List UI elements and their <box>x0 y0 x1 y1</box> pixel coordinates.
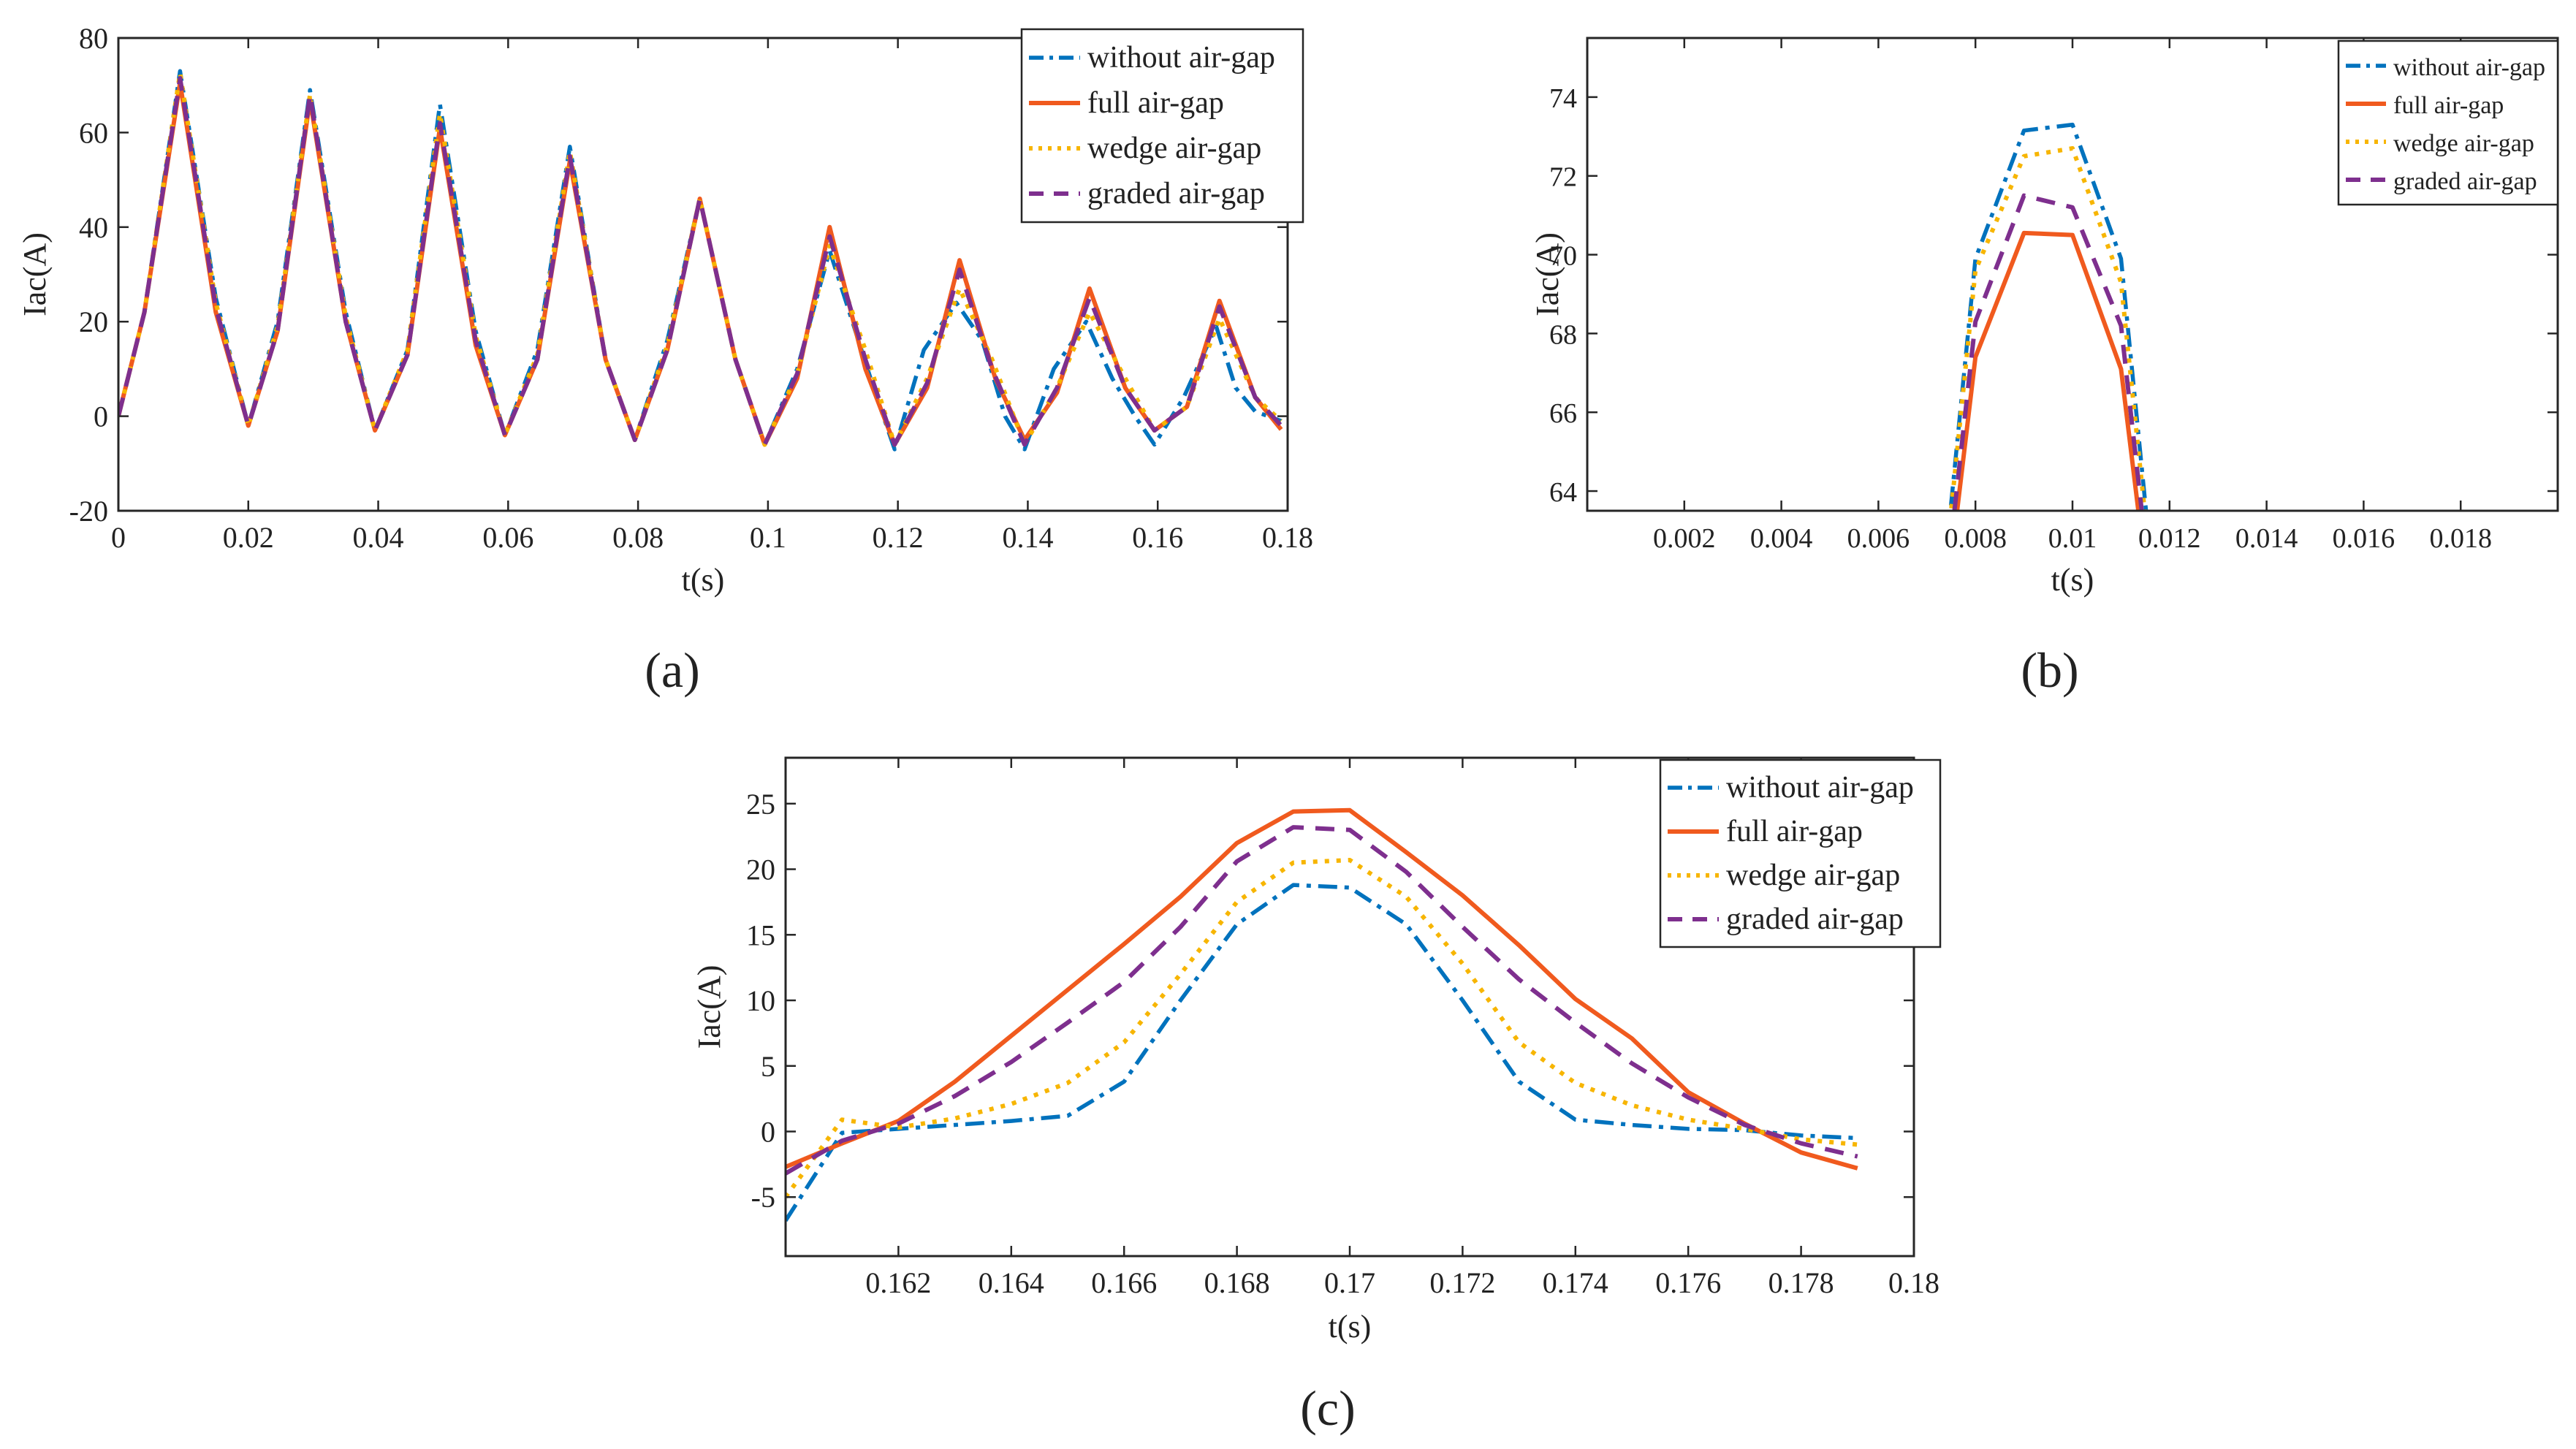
x-tick-label: 0.02 <box>223 521 274 554</box>
y-tick-label: -20 <box>69 495 108 528</box>
x-axis-label: t(s) <box>1329 1309 1372 1345</box>
x-axis-label: t(s) <box>2051 562 2094 598</box>
x-tick-label: 0.172 <box>1429 1266 1495 1299</box>
x-tick-label: 0.18 <box>1888 1266 1939 1299</box>
legend-entry-label: wedge air-gap <box>1726 859 1900 892</box>
y-tick-label: 20 <box>79 305 108 338</box>
x-tick-label: 0.002 <box>1653 523 1716 554</box>
series-line-without-air-gap <box>1948 122 2148 511</box>
legend-box <box>1020 28 1304 224</box>
legend-entry-label: without air-gap <box>1726 771 1914 805</box>
series-line-full-air-gap <box>786 807 1858 1171</box>
legend-entry-label: full air-gap <box>1087 86 1224 120</box>
y-tick-label: 60 <box>79 116 108 149</box>
x-tick-label: 0.04 <box>353 521 404 554</box>
plot-area <box>118 69 1283 452</box>
x-tick-label: 0.08 <box>612 521 664 554</box>
y-tick-label: 0 <box>761 1116 775 1149</box>
y-tick-label: 5 <box>761 1050 775 1083</box>
panel-label-b: (b) <box>2021 642 2078 698</box>
chart-panel-b: 0.002 0.004 0.006 0.008 0.01 0.012 0.014 0.016 0… <box>1530 37 2559 598</box>
legend-entry-label: without air-gap <box>1087 41 1275 75</box>
y-axis-label: Iac(A) <box>691 965 727 1049</box>
y-tick-label: 25 <box>746 788 775 821</box>
legend-box <box>1659 758 1942 948</box>
x-tick-label: 0.018 <box>2429 523 2492 554</box>
axes-frame <box>117 37 1289 512</box>
legend: without air-gap full air-gap wedge air-gap… <box>1020 28 1304 224</box>
y-tick-label: 72 <box>1549 162 1577 193</box>
legend-entry-label: full air-gap <box>1726 815 1863 848</box>
x-tick-label: 0.168 <box>1204 1266 1270 1299</box>
x-tick-label: 0.18 <box>1262 521 1313 554</box>
panel-label-c: (c) <box>1300 1380 1355 1436</box>
y-tick-label: -5 <box>751 1181 775 1214</box>
x-tick-label: 0.004 <box>1750 523 1813 554</box>
x-tick-label: 0.176 <box>1655 1266 1721 1299</box>
x-tick-label: 0.164 <box>979 1266 1044 1299</box>
y-tick-label: 70 <box>1549 241 1577 272</box>
x-tick-label: 0.174 <box>1543 1266 1608 1299</box>
legend-entry-label: graded air-gap <box>1726 902 1904 936</box>
legend-entry-label: graded air-gap <box>1087 177 1265 210</box>
series-line-without-air-gap <box>786 883 1858 1222</box>
x-tick-label: 0.01 <box>2048 523 2097 554</box>
legend-entry-label: wedge air-gap <box>1087 132 1261 165</box>
legend-entry-label: without air-gap <box>2393 54 2545 81</box>
legend: without air-gap full air-gap wedge air-gap… <box>1659 758 1942 948</box>
legend-entry-label: full air-gap <box>2393 92 2504 119</box>
series-line-graded-air-gap <box>786 825 1858 1176</box>
chart-panel-a: 0 0.02 0.04 0.06 0.08 0.1 0.12 0.14 0.16 0.18-200… <box>17 22 1313 598</box>
x-tick-label: 0.166 <box>1091 1266 1157 1299</box>
y-tick-label: 64 <box>1549 477 1577 508</box>
x-tick-label: 0.014 <box>2235 523 2298 554</box>
y-tick-label: 40 <box>79 211 108 244</box>
series-line-wedge-air-gap <box>1948 146 2147 511</box>
x-tick-label: 0.008 <box>1944 523 2007 554</box>
series-line-graded-air-gap <box>1952 193 2144 511</box>
x-tick-label: 0.012 <box>2138 523 2201 554</box>
y-axis-label: Iac(A) <box>17 232 53 316</box>
x-tick-label: 0.162 <box>865 1266 931 1299</box>
y-tick-label: 0 <box>94 400 108 433</box>
x-tick-label: 0.06 <box>482 521 533 554</box>
y-tick-label: 10 <box>746 984 775 1017</box>
x-tick-label: 0.178 <box>1768 1266 1834 1299</box>
x-tick-label: 0.016 <box>2333 523 2395 554</box>
y-tick-label: 20 <box>746 853 775 886</box>
y-tick-label: 74 <box>1549 83 1577 114</box>
legend-box <box>2337 39 2559 206</box>
y-tick-label: 68 <box>1549 319 1577 350</box>
legend-entry-label: wedge air-gap <box>2393 130 2534 157</box>
x-tick-label: 0.12 <box>873 521 924 554</box>
x-tick-label: 0 <box>111 521 126 554</box>
series-line-full-air-gap <box>1955 230 2141 511</box>
legend: without air-gap full air-gap wedge air-gap… <box>2337 39 2559 206</box>
y-tick-label: 80 <box>79 22 108 55</box>
y-tick-label: 15 <box>746 919 775 951</box>
x-tick-label: 0.14 <box>1002 521 1053 554</box>
x-tick-label: 0.1 <box>750 521 786 554</box>
panel-label-a: (a) <box>645 642 699 698</box>
x-tick-label: 0.16 <box>1132 521 1183 554</box>
legend-entry-label: graded air-gap <box>2393 168 2537 195</box>
x-tick-label: 0.006 <box>1847 523 1910 554</box>
chart-panel-c: 0.162 0.164 0.166 0.168 0.17 0.172 0.174 0.176 0… <box>691 756 1942 1345</box>
plot-area <box>786 807 1858 1222</box>
x-tick-label: 0.17 <box>1324 1266 1375 1299</box>
y-tick-label: 66 <box>1549 398 1577 429</box>
x-axis-label: t(s) <box>682 562 725 598</box>
y-axis-label: Iac(A) <box>1530 232 1565 316</box>
plot-area <box>1948 122 2148 511</box>
